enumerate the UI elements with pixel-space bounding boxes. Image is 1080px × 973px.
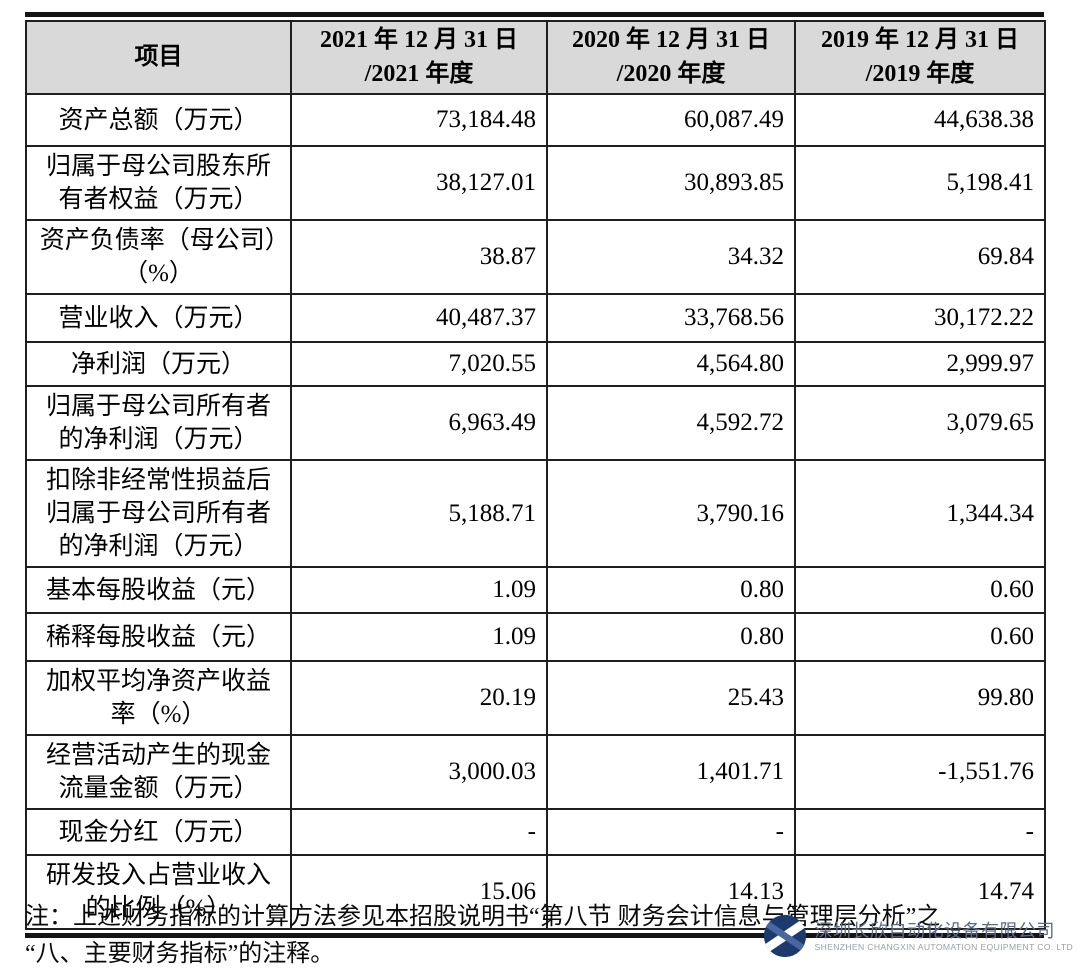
cell-value: 3,000.03 [290, 734, 548, 811]
cell-value: - [794, 808, 1046, 857]
cell-value: 15.06 [290, 854, 548, 931]
cell-value: 99.80 [794, 660, 1046, 737]
cell-value: 40,487.37 [290, 293, 548, 344]
table-row: 稀释每股收益（元） 1.09 0.80 0.60 [25, 612, 1046, 663]
header-year-2019: 2019 年 12 月 31 日/2019 年度 [794, 19, 1046, 96]
header-item-label: 项目 [134, 43, 183, 70]
row-label: 稀释每股收益（元） [25, 612, 292, 663]
cell-value: 14.13 [546, 854, 796, 931]
table-row: 现金分红（万元） - - - [25, 808, 1046, 857]
table-row: 资产负债率（母公司）（%） 38.87 34.32 69.84 [25, 219, 1046, 296]
company-logo-icon [763, 914, 806, 958]
cell-value: 38,127.01 [290, 145, 548, 222]
footnote-line-2: “八、主要财务指标”的注释。 [25, 941, 335, 967]
cell-value: 1.09 [290, 612, 548, 663]
cell-value: 1,344.34 [794, 459, 1046, 569]
table-row: 经营活动产生的现金流量金额（万元） 3,000.03 1,401.71 -1,5… [25, 734, 1046, 811]
row-label: 归属于母公司所有者的净利润（万元） [25, 385, 292, 462]
cell-value: 0.60 [794, 612, 1046, 663]
cell-value: 1.09 [290, 566, 548, 615]
header-year-2020: 2020 年 12 月 31 日/2020 年度 [546, 19, 796, 96]
table-row: 资产总额（万元） 73,184.48 60,087.49 44,638.38 [25, 93, 1046, 148]
cell-value: 30,172.22 [794, 293, 1046, 344]
row-label: 归属于母公司股东所有者权益（万元） [25, 145, 292, 222]
cell-value: 4,564.80 [546, 341, 796, 388]
table-row: 基本每股收益（元） 1.09 0.80 0.60 [25, 566, 1046, 615]
table-row: 研发投入占营业收入的比例（%） 15.06 14.13 14.74 [25, 854, 1046, 931]
row-label: 研发投入占营业收入的比例（%） [25, 854, 292, 931]
row-label: 现金分红（万元） [25, 808, 292, 857]
company-name-en: SHENZHEN CHANGXIN AUTOMATION EQUIPMENT C… [814, 941, 1073, 952]
row-label: 营业收入（万元） [25, 293, 292, 344]
cell-value: 4,592.72 [546, 385, 796, 462]
company-logo: 深圳长欣自动化设备有限公司 SHENZHEN CHANGXIN AUTOMATI… [762, 913, 1074, 959]
table-row: 归属于母公司所有者的净利润（万元） 6,963.49 4,592.72 3,07… [25, 385, 1046, 462]
cell-value: 60,087.49 [546, 93, 796, 148]
cell-value: 34.32 [546, 219, 796, 296]
cell-value: 3,079.65 [794, 385, 1046, 462]
cell-value: -1,551.76 [794, 734, 1046, 811]
cell-value: - [546, 808, 796, 857]
table-row: 加权平均净资产收益率（%） 20.19 25.43 99.80 [25, 660, 1046, 737]
row-label: 扣除非经常性损益后归属于母公司所有者的净利润（万元） [25, 459, 292, 569]
row-label: 基本每股收益（元） [25, 566, 292, 615]
financial-indicators-table-wrap: 项目 2021 年 12 月 31 日/2021 年度 2020 年 12 月 … [25, 12, 1046, 939]
cell-value: 30,893.85 [546, 145, 796, 222]
cell-value: 25.43 [546, 660, 796, 737]
cell-value: 7,020.55 [290, 341, 548, 388]
cell-value: - [290, 808, 548, 857]
cell-value: 38.87 [290, 219, 548, 296]
cell-value: 0.60 [794, 566, 1046, 615]
company-name-cn: 深圳长欣自动化设备有限公司 [814, 920, 1055, 941]
cell-value: 0.80 [546, 612, 796, 663]
cell-value: 20.19 [290, 660, 548, 737]
row-label: 资产总额（万元） [25, 93, 292, 148]
cell-value: 73,184.48 [290, 93, 548, 148]
header-row: 项目 2021 年 12 月 31 日/2021 年度 2020 年 12 月 … [25, 19, 1046, 96]
cell-value: 2,999.97 [794, 341, 1046, 388]
table-row: 营业收入（万元） 40,487.37 33,768.56 30,172.22 [25, 293, 1046, 344]
row-label: 加权平均净资产收益率（%） [25, 660, 292, 737]
cell-value: 44,638.38 [794, 93, 1046, 148]
cell-value: 5,188.71 [290, 459, 548, 569]
row-label: 资产负债率（母公司）（%） [25, 219, 292, 296]
cell-value: 1,401.71 [546, 734, 796, 811]
cell-value: 5,198.41 [794, 145, 1046, 222]
company-logo-text: 深圳长欣自动化设备有限公司 SHENZHEN CHANGXIN AUTOMATI… [815, 920, 1074, 953]
cell-value: 14.74 [794, 854, 1046, 931]
cell-value: 6,963.49 [290, 385, 548, 462]
cell-value: 0.80 [546, 566, 796, 615]
table-row: 归属于母公司股东所有者权益（万元） 38,127.01 30,893.85 5,… [25, 145, 1046, 222]
header-year-2021: 2021 年 12 月 31 日/2021 年度 [290, 19, 548, 96]
row-label: 经营活动产生的现金流量金额（万元） [25, 734, 292, 811]
cell-value: 69.84 [794, 219, 1046, 296]
table-row: 扣除非经常性损益后归属于母公司所有者的净利润（万元） 5,188.71 3,79… [25, 459, 1046, 569]
row-label: 净利润（万元） [25, 341, 292, 388]
header-item-column: 项目 [25, 19, 292, 96]
financial-indicators-table: 项目 2021 年 12 月 31 日/2021 年度 2020 年 12 月 … [25, 19, 1046, 931]
cell-value: 3,790.16 [546, 459, 796, 569]
cell-value: 33,768.56 [546, 293, 796, 344]
table-row: 净利润（万元） 7,020.55 4,564.80 2,999.97 [25, 341, 1046, 388]
